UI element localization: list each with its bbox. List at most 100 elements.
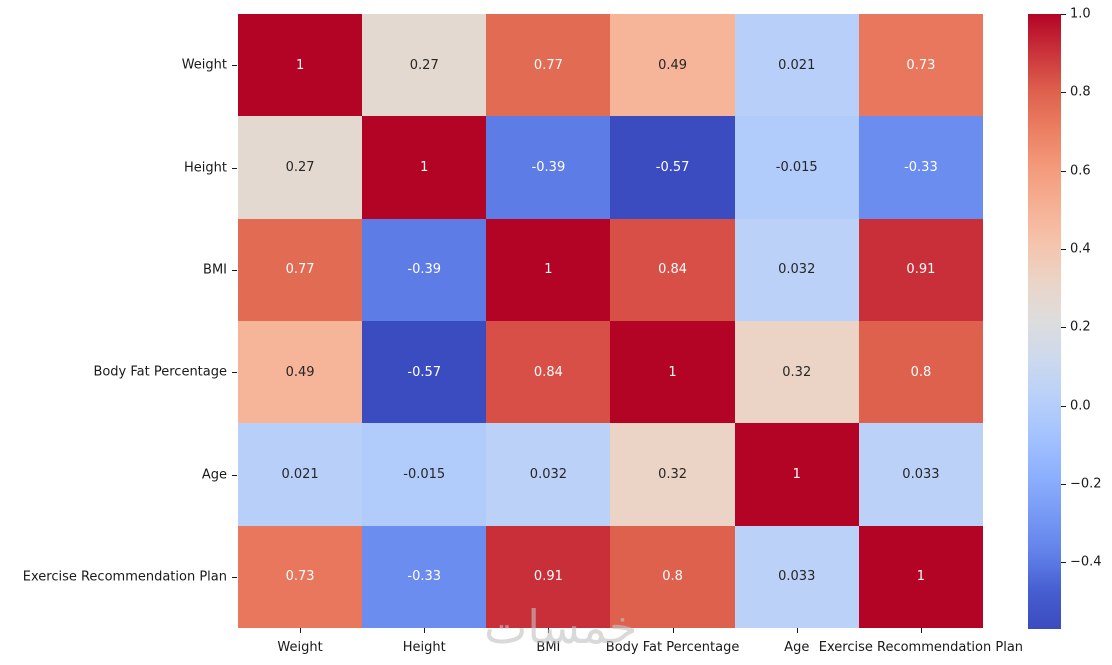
colorbar-tick-mark [1061,562,1066,564]
cell-value: 1 [916,569,926,585]
x-tick-label-bmi: BMI [536,640,561,655]
heatmap-cell-body-fat-percentage-weight: 0.49 [238,321,363,424]
y-tick-label-height: Height [184,160,227,175]
colorbar-tick-mark [1061,484,1066,486]
cell-value: 0.73 [285,569,315,585]
cell-value: 0.84 [658,262,688,278]
x-tick-mark [920,628,922,633]
heatmap-cell-age-age: 1 [734,423,859,526]
heatmap-cell-age-body-fat-percentage: 0.32 [610,423,735,526]
heatmap-cell-body-fat-percentage-bmi: 0.84 [486,321,611,424]
cell-value: -0.57 [407,364,442,380]
colorbar-tick-mark [1061,14,1066,15]
x-tick-mark [796,628,798,633]
y-tick-label-weight: Weight [181,57,227,73]
heatmap-cell-age-weight: 0.021 [238,423,363,526]
cell-value: -0.39 [407,262,442,278]
y-tick-label-bmi: BMI [203,262,227,278]
colorbar-tick-label-neg0_2: −0.2 [1070,476,1102,492]
y-tick-label-body-fat-percentage: Body Fat Percentage [93,364,227,380]
heatmap-cell-exercise-recommendation-plan-exercise-recommendation-plan: 1 [858,525,983,628]
heatmap-cell-weight-age: 0.021 [734,14,859,117]
y-tick-mark [232,65,237,67]
cell-value: -0.39 [531,159,566,175]
heatmap-cell-bmi-bmi: 1 [486,218,611,321]
x-tick-label-body-fat-percentage: Body Fat Percentage [605,640,740,655]
y-tick-mark [232,576,237,578]
y-tick-mark [232,474,237,476]
heatmap-cell-exercise-recommendation-plan-weight: 0.73 [238,525,363,628]
heatmap-cell-height-age: -0.015 [734,116,859,219]
heatmap-cell-exercise-recommendation-plan-bmi: 0.91 [486,525,611,628]
x-tick-mark [548,628,550,633]
colorbar-tick-label-1: 1.0 [1070,6,1091,22]
x-tick-label-height: Height [402,640,446,655]
cell-value: 0.033 [902,466,940,482]
cell-value: 0.49 [658,57,688,73]
heatmap-cell-height-body-fat-percentage: -0.57 [610,116,735,219]
cell-value: 0.32 [782,364,812,380]
heatmap-cell-bmi-weight: 0.77 [238,218,363,321]
cell-value: 1 [544,262,553,278]
y-tick-mark [232,372,237,374]
heatmap-cell-weight-weight: 1 [238,14,363,117]
cell-value: 0.73 [906,57,936,73]
y-tick-mark [232,167,237,169]
colorbar-tick-label-0_2: 0.2 [1070,319,1091,335]
colorbar-tick-mark [1061,249,1066,251]
cell-value: -0.015 [403,466,446,482]
colorbar-tick-label-0_6: 0.6 [1070,163,1091,179]
colorbar-tick-label-0_8: 0.8 [1070,84,1091,100]
heatmap-cell-exercise-recommendation-plan-height: -0.33 [362,525,487,628]
heatmap-cell-weight-exercise-recommendation-plan: 0.73 [858,14,983,117]
cell-value: 0.91 [533,569,563,585]
x-tick-mark [424,628,426,633]
cell-value: 1 [668,364,677,380]
heatmap-cell-height-weight: 0.27 [238,116,363,219]
colorbar-tick-mark [1061,405,1066,407]
colorbar-tick-label-neg0_4: −0.4 [1070,554,1102,570]
cell-value: 0.84 [533,364,563,380]
heatmap-cell-exercise-recommendation-plan-age: 0.033 [734,525,859,628]
cell-value: -0.015 [775,159,818,175]
heatmap-cell-bmi-body-fat-percentage: 0.84 [610,218,735,321]
cell-value: 0.77 [285,262,315,278]
heatmap-cell-height-bmi: -0.39 [486,116,611,219]
colorbar-tick-label-0_4: 0.4 [1070,241,1091,257]
heatmap-cell-height-exercise-recommendation-plan: -0.33 [858,116,983,219]
cell-value: 1 [295,57,305,73]
cell-value: 1 [792,466,801,482]
heatmap-cell-weight-height: 0.27 [362,14,487,117]
heatmap-cell-weight-bmi: 0.77 [486,14,611,117]
colorbar-tick-label-0: 0.0 [1070,398,1091,414]
heatmap-grid: 1 0.27 0.77 0.49 0.021 0.73 0.27 1 -0.39 -0.57 -0.… [238,14,983,628]
cell-value: -0.57 [655,159,690,175]
colorbar [1028,14,1061,629]
heatmap-cell-bmi-exercise-recommendation-plan: 0.91 [858,218,983,321]
x-tick-mark [300,628,302,633]
cell-value: 0.033 [778,569,816,585]
cell-value: 0.8 [910,364,932,380]
cell-value: 0.91 [906,262,936,278]
cell-value: -0.33 [407,569,442,585]
heatmap-cell-body-fat-percentage-body-fat-percentage: 1 [610,321,735,424]
cell-value: 0.77 [533,57,563,73]
heatmap-cell-age-height: -0.015 [362,423,487,526]
heatmap-cell-exercise-recommendation-plan-body-fat-percentage: 0.8 [610,525,735,628]
cell-value: 0.021 [778,57,816,73]
colorbar-tick-mark [1061,170,1066,172]
heatmap-cell-body-fat-percentage-exercise-recommendation-plan: 0.8 [858,321,983,424]
heatmap-cell-bmi-age: 0.032 [734,218,859,321]
heatmap-cell-age-bmi: 0.032 [486,423,611,526]
heatmap-cell-height-height: 1 [362,116,487,219]
cell-value: 0.32 [658,466,688,482]
cell-value: 0.27 [285,159,315,175]
cell-value: 0.27 [409,57,439,73]
cell-value: 0.8 [662,569,683,585]
y-tick-label-exercise-recommendation-plan: Exercise Recommendation Plan [22,569,227,585]
x-tick-label-weight: Weight [277,640,323,655]
heatmap-cell-bmi-height: -0.39 [362,218,487,321]
y-tick-mark [232,269,237,271]
x-tick-label-age: Age [784,640,810,655]
